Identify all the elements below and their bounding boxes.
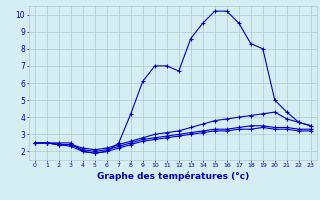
X-axis label: Graphe des températures (°c): Graphe des températures (°c) <box>97 171 249 181</box>
